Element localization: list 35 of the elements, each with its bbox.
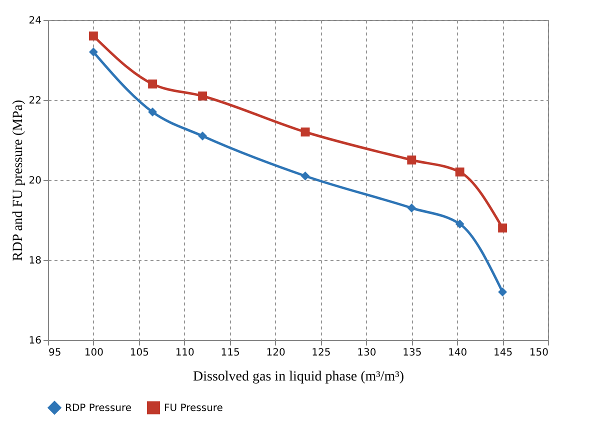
x-tick-label: 150 [529,348,548,358]
x-tick-label: 120 [266,348,286,358]
y-tick-label: 18 [28,256,42,266]
x-tick-label: 95 [48,348,62,358]
x-tick-label: 100 [84,348,104,358]
x-tick-label: 140 [448,348,468,358]
point [300,128,310,136]
legend-label: FU Pressure [164,402,223,414]
x-tick-label: 135 [402,348,422,358]
y-tick-label: 16 [28,336,42,346]
point [498,224,508,232]
y-axis-title: RDP and FU pressure (MPa) [10,100,26,262]
point [198,132,208,140]
point [88,48,98,56]
y-tick-label: 24 [28,16,42,26]
x-axis-title: Dissolved gas in liquid phase (m³/m³) [193,370,404,384]
y-tick-label: 20 [28,176,42,186]
y-tick-label: 22 [28,96,42,106]
point [498,288,508,296]
legend-label: RDP Pressure [65,402,132,414]
point [148,108,158,116]
point [455,220,464,228]
x-tick-label: 145 [494,348,513,358]
point [148,80,158,88]
x-tick-label: 130 [357,348,376,358]
x-tick-label: 125 [312,348,331,358]
point [198,92,208,100]
point [455,168,464,176]
point [88,32,98,40]
point [300,172,310,180]
x-tick-label: 110 [175,348,194,358]
x-tick-label: 105 [130,348,149,358]
x-tick-label: 115 [220,348,240,358]
point [407,204,416,212]
point [407,156,416,164]
